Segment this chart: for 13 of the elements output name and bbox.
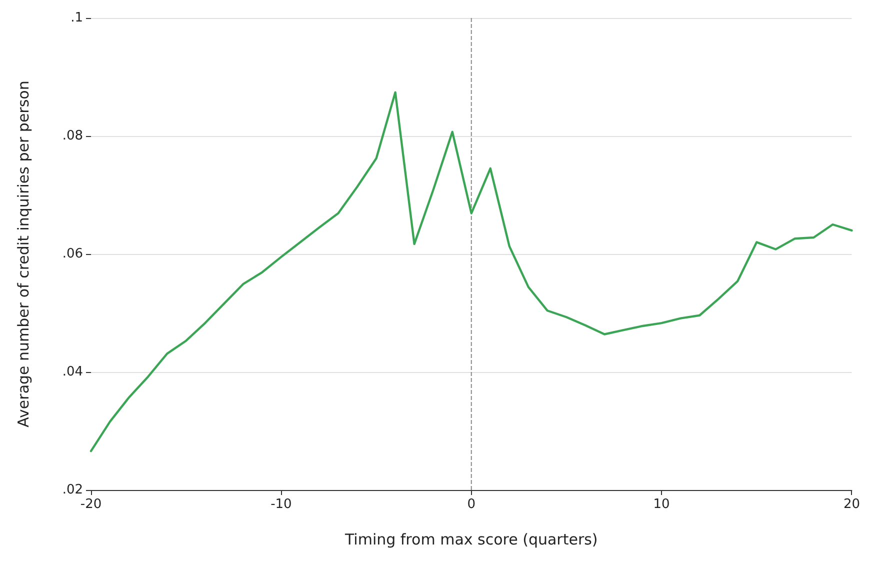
line-series (90, 91, 853, 452)
y-tick-label: .02 (62, 482, 83, 498)
x-tick-label: -10 (270, 497, 292, 512)
x-tick-label: 10 (653, 497, 670, 512)
x-tick-label: -20 (80, 497, 102, 512)
y-tick-label: .1 (70, 10, 83, 26)
y-tick-label: .06 (62, 246, 83, 262)
x-tick-label: 0 (467, 497, 476, 512)
x-axis-title: Timing from max score (quarters) (344, 530, 598, 548)
y-tick-label: .08 (62, 128, 83, 144)
x-tick-label: 20 (843, 497, 860, 512)
y-tick-label: .04 (62, 364, 83, 380)
y-axis-title: Average number of credit inquiries per person (14, 80, 32, 428)
